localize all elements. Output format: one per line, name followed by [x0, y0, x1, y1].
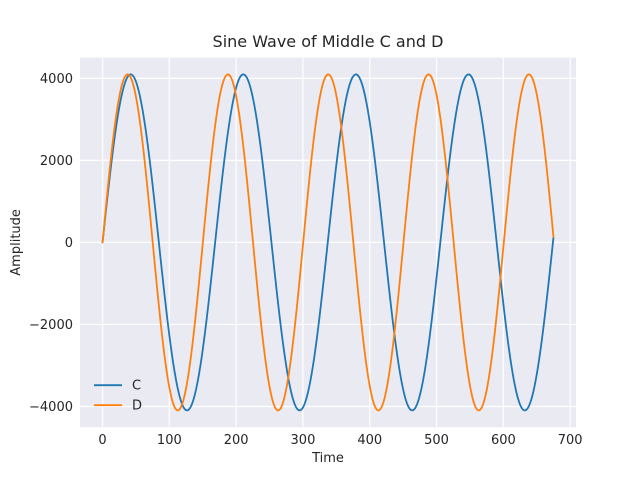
- y-tick-label: 0: [65, 236, 73, 251]
- y-axis-label: Amplitude: [9, 209, 24, 276]
- y-tick-label: 4000: [40, 72, 73, 87]
- x-tick-label: 200: [224, 433, 249, 448]
- x-tick-label: 300: [291, 433, 316, 448]
- x-tick-label: 700: [558, 433, 583, 448]
- x-tick-label: 100: [157, 433, 182, 448]
- legend-label-C: C: [132, 379, 141, 394]
- tick-labels: 0 100 200 300 400 500 600 700 −4000 −2000 0 2000 400…: [29, 72, 583, 448]
- series-lines: [101, 73, 555, 412]
- legend: CD: [94, 379, 142, 414]
- x-tick-label: 500: [424, 433, 449, 448]
- legend-label-D: D: [132, 399, 142, 414]
- x-axis-label: Time: [311, 451, 344, 466]
- series-line-C: [101, 73, 555, 412]
- x-tick-label: 400: [357, 433, 382, 448]
- y-tick-label: −4000: [29, 400, 73, 415]
- x-tick-label: 600: [491, 433, 516, 448]
- x-tick-label: 0: [98, 433, 106, 448]
- chart-title: Sine Wave of Middle C and D: [213, 32, 444, 51]
- y-tick-label: 2000: [40, 154, 73, 169]
- y-tick-label: −2000: [29, 318, 73, 333]
- series-line-D: [101, 73, 555, 412]
